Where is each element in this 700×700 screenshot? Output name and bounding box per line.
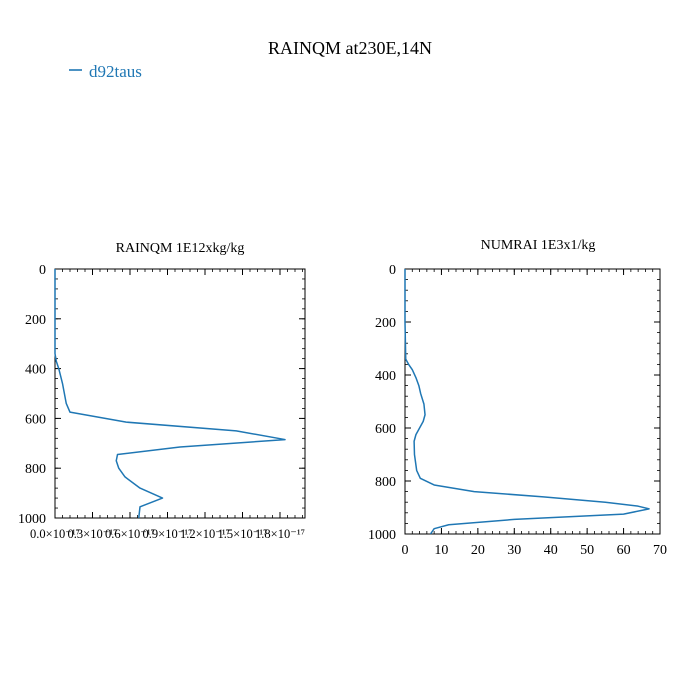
numrai-x-tick-label: 10: [434, 543, 448, 558]
figure-title: RAINQM at230E,14N: [268, 38, 432, 58]
numrai-y-tick-label: 800: [375, 475, 396, 490]
numrai-y-tick-label: 400: [375, 369, 396, 384]
rainqm-title: RAINQM 1E12xkg/kg: [116, 241, 245, 256]
numrai-x-tick-label: 40: [544, 543, 558, 558]
numrai-x-tick-label: 30: [507, 543, 521, 558]
numrai-y-tick-label: 600: [375, 422, 396, 437]
rainqm-frame: [54, 268, 306, 519]
legend-label-d92taus: d92taus: [89, 62, 142, 81]
numrai-x-tick-label: 70: [653, 543, 667, 558]
rainqm-y-tick-label: 400: [25, 363, 46, 378]
numrai-x-tick-label: 50: [580, 543, 594, 558]
rainqm-y-tick-label: 200: [25, 313, 46, 328]
rainqm-x-tick-label: 1.5×10⁻¹⁷: [218, 527, 268, 541]
rainqm-panel: RAINQM 1E12xkg/kg 0.0×10⁻¹⁷0.3×10⁻¹⁷0.6×1…: [18, 241, 306, 541]
rainqm-y-tick-label: 1000: [18, 512, 46, 527]
numrai-frame: [404, 268, 661, 535]
numrai-x-tick-label: 60: [617, 543, 631, 558]
rainqm-x-tick-label: 0.6×10⁻¹⁷: [105, 527, 155, 541]
numrai-x-tick-label: 20: [471, 543, 485, 558]
numrai-x-tick-label: 0: [402, 543, 409, 558]
rainqm-x-tick-label: 1.8×10⁻¹⁷: [255, 527, 305, 541]
numrai-panel: NUMRAI 1E3x1/kg 0 10 20 30 40 50 60 70 0 200 400 600…: [368, 238, 667, 558]
numrai-series-line-d92taus: [404, 269, 650, 535]
numrai-y-tick-label: 0: [389, 263, 396, 278]
rainqm-y-tick-label: 800: [25, 462, 46, 477]
rainqm-y-tick-label: 600: [25, 412, 46, 427]
numrai-y-tick-label: 200: [375, 316, 396, 331]
rainqm-y-tick-label: 0: [39, 263, 46, 278]
rainqm-x-tick-label: 0.3×10⁻¹⁷: [68, 527, 118, 541]
figure-legend: d92taus: [69, 62, 142, 81]
rainqm-x-tick-label: 0.9×10⁻¹⁷: [143, 527, 193, 541]
numrai-y-tick-label: 1000: [368, 528, 396, 543]
rainqm-x-tick-label: 0.0×10⁻¹⁷: [30, 527, 80, 541]
rainqm-series-line-d92taus: [54, 269, 286, 519]
rainqm-x-tick-label: 1.2×10⁻¹⁷: [180, 527, 230, 541]
numrai-title: NUMRAI 1E3x1/kg: [481, 238, 596, 253]
